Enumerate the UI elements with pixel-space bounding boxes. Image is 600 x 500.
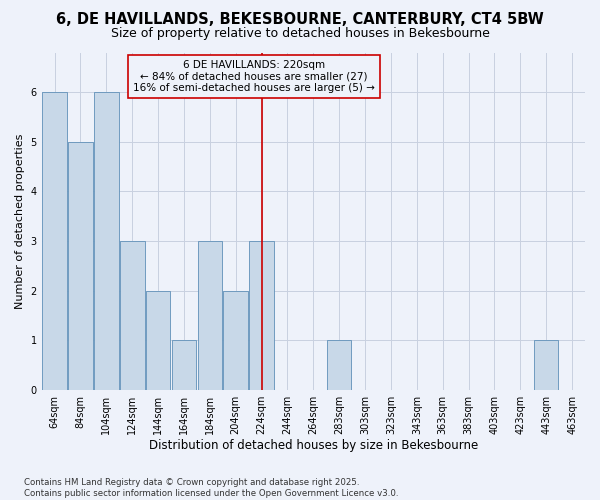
Bar — [43, 92, 67, 390]
Text: Size of property relative to detached houses in Bekesbourne: Size of property relative to detached ho… — [110, 28, 490, 40]
Bar — [249, 241, 274, 390]
X-axis label: Distribution of detached houses by size in Bekesbourne: Distribution of detached houses by size … — [149, 440, 478, 452]
Bar — [327, 340, 352, 390]
Text: 6, DE HAVILLANDS, BEKESBOURNE, CANTERBURY, CT4 5BW: 6, DE HAVILLANDS, BEKESBOURNE, CANTERBUR… — [56, 12, 544, 28]
Y-axis label: Number of detached properties: Number of detached properties — [15, 134, 25, 309]
Bar — [68, 142, 93, 390]
Text: Contains HM Land Registry data © Crown copyright and database right 2025.
Contai: Contains HM Land Registry data © Crown c… — [24, 478, 398, 498]
Bar — [172, 340, 196, 390]
Bar — [223, 290, 248, 390]
Bar — [94, 92, 119, 390]
Bar — [534, 340, 559, 390]
Text: 6 DE HAVILLANDS: 220sqm
← 84% of detached houses are smaller (27)
16% of semi-de: 6 DE HAVILLANDS: 220sqm ← 84% of detache… — [133, 60, 375, 93]
Bar — [146, 290, 170, 390]
Bar — [197, 241, 222, 390]
Bar — [120, 241, 145, 390]
